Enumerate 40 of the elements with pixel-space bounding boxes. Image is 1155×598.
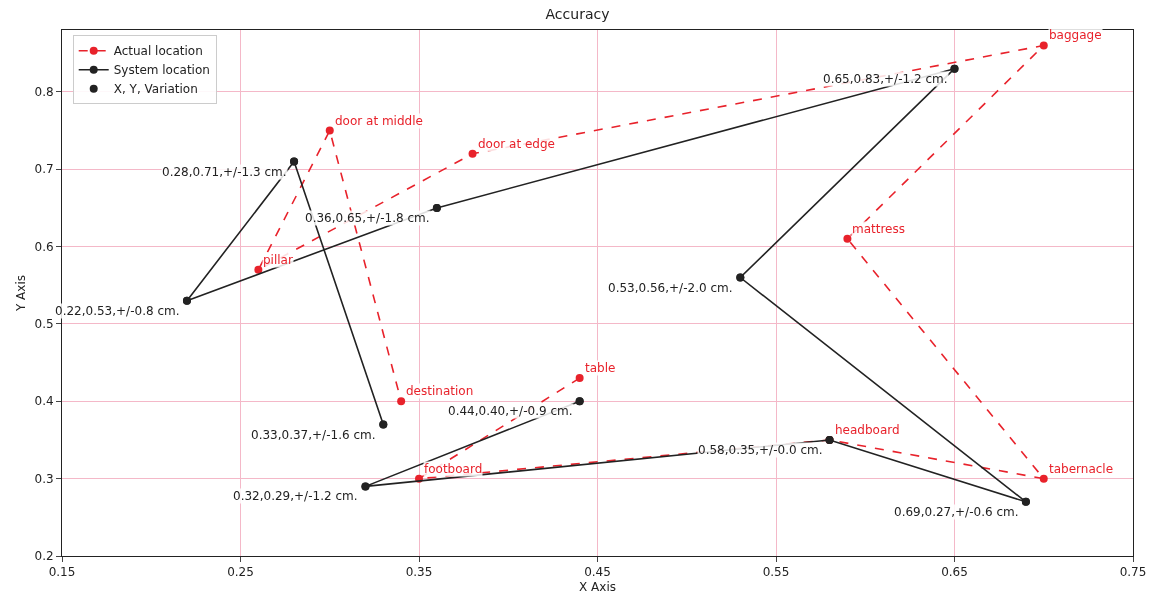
annotation: table	[585, 361, 616, 375]
data-label: 0.44,0.40,+/-0.9 cm.	[448, 404, 573, 418]
data-label: 0.69,0.27,+/-0.6 cm.	[894, 505, 1019, 519]
data-label: 0.22,0.53,+/-0.8 cm.	[55, 304, 180, 318]
x-tick-label: 0.75	[1119, 565, 1147, 580]
annotation: tabernacle	[1049, 462, 1114, 476]
y-tick-label: 0.5	[34, 317, 54, 332]
data-label: 0.65,0.83,+/-1.2 cm.	[823, 72, 948, 86]
x-tick-label: 0.15	[48, 565, 76, 580]
legend-label: X, Y, Variation	[113, 82, 198, 97]
data-label: 0.33,0.37,+/-1.6 cm.	[251, 428, 376, 442]
y-tick-label: 0.4	[34, 394, 54, 409]
annotation: pillar	[263, 253, 293, 267]
annotation: door at edge	[478, 137, 555, 151]
x-tick-label: 0.55	[762, 565, 790, 580]
data-label: 0.36,0.65,+/-1.8 cm.	[305, 211, 430, 225]
x-axis-title: X Axis	[579, 580, 616, 595]
x-tick-label: 0.45	[584, 565, 611, 580]
legend-label: Actual location	[113, 44, 203, 59]
x-tick-label: 0.25	[227, 565, 254, 580]
y-axis-title: Y Axis	[13, 274, 28, 313]
chart-title: Accuracy	[545, 5, 610, 22]
data-label: 0.32,0.29,+/-1.2 cm.	[233, 489, 358, 503]
y-tick-label: 0.8	[34, 85, 54, 100]
annotation: footboard	[424, 462, 483, 476]
y-tick-label: 0.2	[34, 549, 54, 564]
data-label: 0.53,0.56,+/-2.0 cm.	[608, 281, 733, 295]
annotation: door at middle	[335, 114, 423, 128]
annotation: destination	[406, 384, 474, 398]
annotation: headboard	[835, 423, 900, 437]
x-tick-label: 0.65	[941, 565, 968, 580]
data-label: 0.28,0.71,+/-1.3 cm.	[162, 165, 287, 179]
annotation: baggage	[1049, 28, 1102, 42]
annotation: mattress	[852, 222, 906, 236]
y-tick-label: 0.3	[34, 471, 54, 486]
y-tick-label: 0.6	[34, 239, 54, 254]
x-tick-label: 0.35	[405, 565, 433, 580]
data-label: 0.58,0.35,+/-0.0 cm.	[698, 443, 823, 457]
y-tick-label: 0.7	[34, 162, 54, 177]
legend-label: System location	[113, 63, 210, 78]
